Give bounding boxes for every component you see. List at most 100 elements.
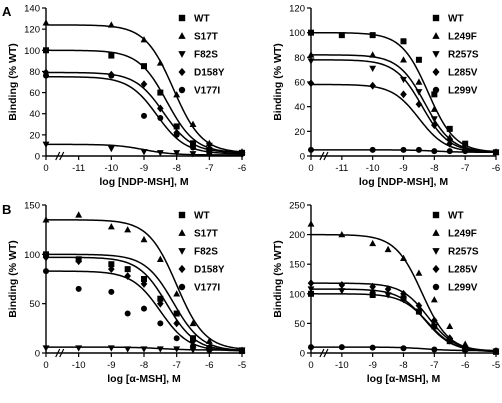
x-tick-label: -7 (461, 163, 469, 174)
y-tick-label: 50 (29, 299, 40, 310)
data-point (369, 81, 376, 90)
x-tick-label: -6 (492, 163, 500, 174)
charts-container: 0 20 40 60 80 100 120 140 0 -11 -10 -9 -8 -7 -6 log [ND… (7, 4, 500, 386)
legend-marker (178, 67, 186, 77)
data-point (75, 257, 82, 266)
legend-marker (432, 283, 440, 291)
data-point (400, 56, 407, 63)
data-point (400, 76, 407, 84)
chart-1: 0 20 40 60 80 100 120 140 0 -11 -10 -9 -8 -7 -6 log [ND… (7, 4, 246, 189)
data-point (369, 51, 377, 58)
data-point (140, 280, 148, 288)
legend-marker (178, 51, 186, 58)
data-point (189, 120, 197, 127)
legend-marker (178, 86, 186, 94)
data-point (173, 310, 180, 317)
data-point (338, 344, 345, 351)
legend-marker (178, 14, 186, 22)
x-axis-label: log [NDP-MSH], M (99, 176, 188, 188)
data-point (190, 343, 196, 350)
data-point (205, 337, 213, 344)
data-point (369, 344, 376, 351)
data-point (400, 38, 407, 45)
data-point (307, 286, 315, 293)
data-point (384, 285, 392, 293)
legend-label: D158Y (194, 68, 225, 79)
y-axis-label: Binding (% WT) (7, 43, 19, 121)
data-point (400, 146, 407, 153)
data-point (308, 146, 314, 153)
legend-label: WT (448, 14, 464, 25)
data-point (338, 281, 346, 289)
data-point (75, 285, 82, 292)
data-point (462, 347, 469, 354)
data-point (415, 146, 422, 153)
y-tick-label: 250 (289, 201, 305, 212)
data-point (141, 112, 147, 119)
data-point (415, 56, 422, 63)
legend-label: L285V (448, 265, 478, 276)
x-tick-label: -10 (104, 163, 118, 174)
data-point (338, 231, 346, 238)
data-point (157, 295, 164, 302)
y-tick-label: 40 (294, 102, 305, 113)
x-tick-label: -6 (238, 163, 246, 174)
data-point (173, 123, 180, 130)
chart-3: 0 50 100 150 0 -10 -9 -8 -7 -6 -5 log [α-MSH], M Bin… (7, 201, 246, 386)
legend-marker (178, 211, 186, 219)
data-point (108, 288, 115, 295)
data-point (42, 141, 50, 148)
x-axis-label: log [α-MSH], M (107, 373, 181, 385)
x-tick-label: -8 (140, 360, 148, 371)
data-point (173, 131, 180, 138)
y-axis-label: Binding (% WT) (272, 43, 284, 121)
legend-label: R257S (448, 247, 479, 258)
chart-4: 0 50 100 150 200 250 0 -10 -9 -8 -7 -6 -5 log [α-MSH]… (272, 201, 500, 386)
data-point (189, 347, 197, 354)
series-L299V (308, 344, 499, 354)
series-V177I (43, 268, 245, 355)
data-point (462, 148, 469, 155)
legend-marker (432, 229, 440, 236)
data-point (400, 297, 407, 304)
data-point (431, 316, 438, 325)
x-tick-label: -10 (366, 163, 380, 174)
y-axis-label: Binding (% WT) (272, 240, 284, 318)
data-point (107, 145, 115, 153)
y-tick-label: 0 (300, 349, 305, 360)
data-point (140, 346, 148, 353)
legend-label: R257S (448, 50, 479, 61)
legend-marker (178, 229, 186, 236)
legend-marker (432, 67, 440, 77)
data-point (157, 89, 164, 96)
data-point (189, 319, 197, 327)
x-tick-label: 0 (43, 163, 48, 174)
data-point (239, 150, 245, 157)
data-point (140, 36, 148, 43)
legend-marker (178, 248, 186, 255)
legend-marker (178, 264, 186, 274)
y-tick-label: 100 (24, 250, 40, 261)
axis-break-mark (323, 151, 329, 161)
legend-label: F82S (194, 50, 218, 61)
y-axis-label: Binding (% WT) (7, 240, 19, 318)
data-point (173, 319, 180, 328)
data-point (369, 282, 376, 291)
data-point (431, 121, 438, 130)
data-point (157, 114, 164, 121)
fit-curve (46, 253, 243, 352)
data-point (141, 305, 147, 312)
data-point (415, 301, 423, 310)
data-point (493, 149, 499, 156)
data-point (206, 149, 213, 156)
data-point (43, 268, 49, 275)
x-tick-label: -8 (399, 360, 407, 371)
legend-marker (432, 211, 440, 219)
data-point (431, 91, 438, 98)
x-tick-label: -6 (461, 360, 469, 371)
x-tick-label: -5 (238, 360, 246, 371)
legend-label: V177I (194, 283, 220, 294)
data-point (415, 308, 423, 316)
series-V177I (43, 72, 245, 157)
y-tick-label: 0 (300, 152, 305, 163)
